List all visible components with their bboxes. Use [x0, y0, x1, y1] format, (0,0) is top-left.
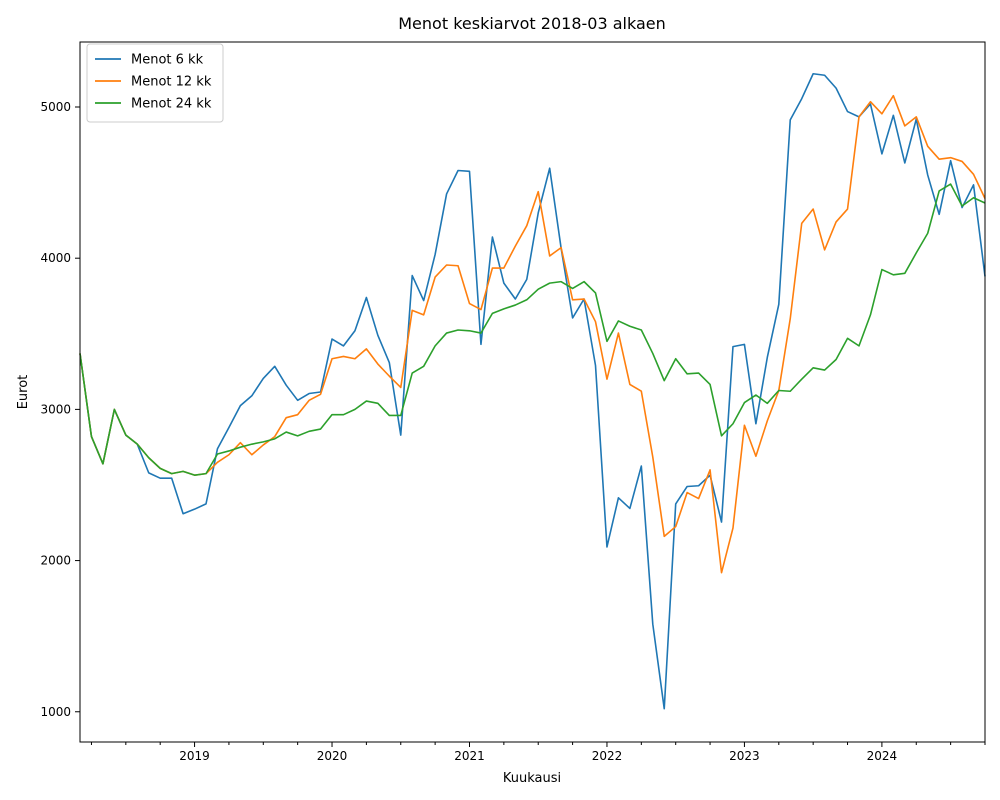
y-axis: 1000 2000 3000 4000 5000: [40, 100, 80, 719]
x-axis-label: Kuukausi: [503, 771, 561, 786]
chart-title: Menot keskiarvot 2018-03 alkaen: [398, 14, 665, 33]
legend-label-3: Menot 24 kk: [131, 97, 212, 112]
x-tick-label: 2022: [592, 749, 623, 763]
y-tick-label: 4000: [40, 251, 71, 265]
legend-label-2: Menot 12 kk: [131, 75, 212, 90]
y-tick-label: 3000: [40, 402, 71, 416]
series-line-1: [79, 72, 986, 710]
y-tick-label: 2000: [40, 554, 71, 568]
legend: Menot 6 kk Menot 12 kk Menot 24 kk: [86, 43, 224, 123]
y-tick-label: 1000: [40, 705, 71, 719]
x-tick-label: 2023: [729, 749, 760, 763]
y-axis-label: Eurot: [16, 375, 31, 410]
y-tick-label: 5000: [40, 100, 71, 114]
legend-label-1: Menot 6 kk: [131, 53, 204, 68]
x-tick-label: 2019: [179, 749, 210, 763]
plot-lines: [79, 72, 986, 710]
x-tick-label: 2024: [867, 749, 898, 763]
plot-area-frame: [79, 41, 986, 743]
x-tick-label: 2020: [317, 749, 348, 763]
series-line-3: [79, 183, 986, 476]
x-axis: 2019 2020 2021 2022 2023 2024: [90, 742, 986, 763]
x-tick-label: 2021: [454, 749, 485, 763]
series-line-2: [79, 94, 986, 574]
